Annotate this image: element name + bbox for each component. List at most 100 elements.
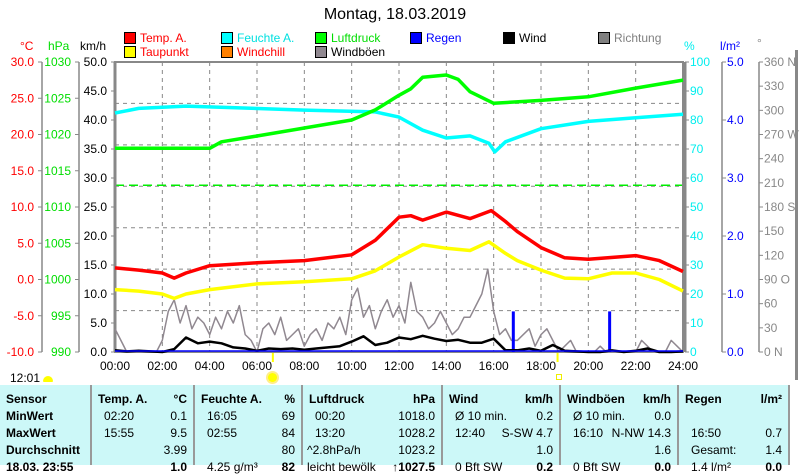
x-tick-label: 22:00 <box>621 359 651 373</box>
temp-tick-label: 20.0 <box>11 128 35 142</box>
column-header: Wind <box>449 392 479 406</box>
x-tick-label: 04:00 <box>195 359 225 373</box>
cell-value: 0.0 <box>654 460 671 474</box>
x-tick-label: 02:00 <box>147 359 177 373</box>
column-unit: °C <box>173 392 187 406</box>
rain-tick-label: 1.0 <box>727 287 744 301</box>
temp-tick-label: 25.0 <box>11 91 35 105</box>
legend-swatch <box>410 32 422 44</box>
table-column-sensor: Sensor MinWert MaxWert Durchschnitt 18.03. 2… <box>0 385 92 474</box>
sun-icon <box>268 373 277 382</box>
cell-label: Ø 10 min. <box>455 409 508 423</box>
humidity-tick-label: 100 <box>690 55 710 69</box>
series-regen-bar <box>511 311 515 352</box>
cell-label: MinWert <box>6 409 54 423</box>
legend-item-temp-a-: Temp. A. <box>124 31 187 45</box>
pressure-tick-label: 995 <box>51 309 71 323</box>
column-header: Regen <box>685 392 722 406</box>
legend-item-windchill: Windchill <box>221 45 285 59</box>
humidity-tick-label: 80 <box>690 113 704 127</box>
column-unit: km/h <box>524 392 553 406</box>
cell-label: 0 Bft SW <box>573 460 621 474</box>
cell-value: 1023.2 <box>398 443 435 457</box>
clock-time: 12:01 <box>10 371 54 385</box>
column-unit: % <box>284 392 295 406</box>
direction-tick-label: 30 <box>764 321 778 335</box>
cell-label: 15:55 <box>104 426 135 440</box>
series-luftdruck-line <box>115 73 684 151</box>
cell-value: 1.6 <box>654 443 671 457</box>
humidity-tick-label: 40 <box>690 229 704 243</box>
table-column-wind: Wind km/h Ø 10 min. 0.2 12:40 S-SW 4.7 1.0 0 Bf… <box>443 385 561 474</box>
column-header: Feuchte A. <box>201 392 262 406</box>
wind-tick-label: 10.0 <box>84 287 108 301</box>
temp-tick-label: 0.0 <box>17 273 34 287</box>
humidity-tick-label: 70 <box>690 142 704 156</box>
weather-chart: 30.025.020.015.010.05.00.0-5.0-10.010301… <box>7 55 800 373</box>
wind-tick-label: 50.0 <box>84 55 108 69</box>
direction-tick-label: 300 <box>764 103 784 117</box>
temp-tick-label: 5.0 <box>17 236 34 250</box>
wind-tick-label: 30.0 <box>84 171 108 185</box>
column-unit: hPa <box>412 392 435 406</box>
legend-label: Temp. A. <box>140 31 187 45</box>
x-tick-label: 06:00 <box>242 359 272 373</box>
series-wind-line <box>114 334 684 354</box>
legend-swatch <box>124 46 136 58</box>
chart-title: Montag, 18.03.2019 <box>323 6 467 23</box>
clock-text: 12:01 <box>10 371 41 385</box>
legend-swatch <box>598 32 610 44</box>
cell-label: Durchschnitt <box>6 443 81 457</box>
cell-value: 80 <box>281 443 295 457</box>
series-feuchte-a--line <box>114 104 684 154</box>
cell-label: 02:55 <box>207 426 238 440</box>
table-column-luftdruck: Luftdruck hPa 00:20 1018.0 13:20 1028.2 ^2.8hP… <box>303 385 443 474</box>
cell-value: 1028.2 <box>398 426 435 440</box>
legend-swatch <box>221 32 233 44</box>
direction-tick-label: 330 <box>764 79 784 93</box>
column-header: Sensor <box>6 392 47 406</box>
direction-unit: ° <box>757 36 762 50</box>
next-chart-edge <box>795 50 798 380</box>
series-regen-bar <box>608 311 612 352</box>
wind-tick-label: 5.0 <box>90 316 107 330</box>
cell-value: 1.4 <box>765 443 782 457</box>
statistics-table: Sensor MinWert MaxWert Durchschnitt 18.03. 2… <box>0 385 790 474</box>
legend-label: Richtung <box>614 31 662 45</box>
cell-value: ↑1027.5 <box>392 460 435 474</box>
rain-tick-label: 4.0 <box>727 113 744 127</box>
legend-swatch <box>315 32 327 44</box>
x-tick-label: 14:00 <box>431 359 461 373</box>
direction-tick-label: 150 <box>764 224 784 238</box>
cell-label: 0 Bft SW <box>455 460 503 474</box>
direction-tick-label: 180 S <box>764 200 795 214</box>
wind-tick-label: 35.0 <box>84 142 108 156</box>
column-header: Temp. A. <box>98 392 148 406</box>
wind-tick-label: 40.0 <box>84 113 108 127</box>
wind-tick-label: 20.0 <box>84 229 108 243</box>
rain-tick-label: 5.0 <box>727 55 744 69</box>
legend-label: Feuchte A. <box>237 31 295 45</box>
cell-value: 9.5 <box>170 426 187 440</box>
rain-tick-label: 0.0 <box>727 345 744 359</box>
cell-value: 0.2 <box>536 460 553 474</box>
direction-tick-label: 60 <box>764 297 778 311</box>
cell-label: 13:20 <box>315 426 346 440</box>
plot-border <box>114 61 684 353</box>
x-tick-label: 18:00 <box>526 359 556 373</box>
humidity-unit: % <box>684 39 695 53</box>
cell-label: 4.25 g/m³ <box>207 460 258 474</box>
legend-label: Windböen <box>331 45 386 59</box>
legend-label: Regen <box>426 31 462 45</box>
temp-tick-label: -5.0 <box>13 309 34 323</box>
cell-value: 1.0 <box>536 443 553 457</box>
cell-label: MaxWert <box>6 426 56 440</box>
cell-value: 1018.0 <box>398 409 435 423</box>
wind-tick-label: 0.0 <box>90 345 107 359</box>
humidity-tick-label: 20 <box>690 287 704 301</box>
cell-label: 1.4 l/m² <box>691 460 732 474</box>
legend-swatch <box>124 32 136 44</box>
cell-label: Gesamt: <box>691 443 737 457</box>
legend-swatch <box>221 46 233 58</box>
humidity-tick-label: 0 <box>690 345 697 359</box>
